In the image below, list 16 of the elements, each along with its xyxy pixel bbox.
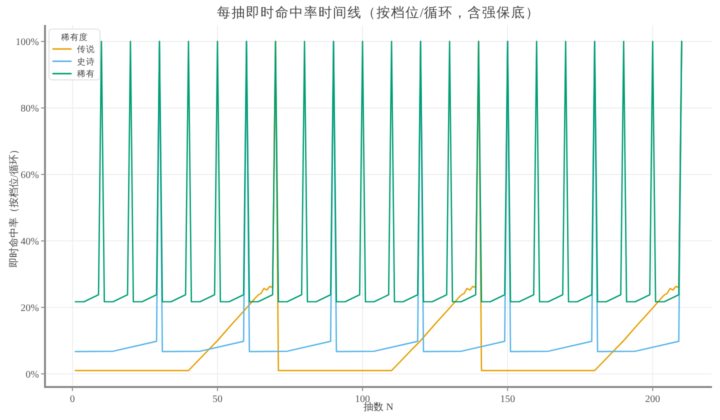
legend-label: 稀有 (77, 68, 95, 79)
y-tick-label: 40% (20, 236, 39, 248)
chart-title: 每抽即时命中率时间线（按档位/循环，含强保底） (216, 5, 540, 20)
y-tick-label: 20% (20, 302, 39, 314)
y-tick-label: 80% (20, 103, 39, 114)
legend-title: 稀有度 (61, 32, 88, 42)
y-tick-label: 60% (20, 170, 39, 181)
x-tick-label: 150 (500, 394, 516, 405)
y-axis-title: 即时命中率（按档位/循环） (8, 144, 20, 268)
x-tick-label: 200 (645, 394, 660, 405)
x-tick-label: 50 (212, 394, 222, 405)
x-tick-label: 0 (70, 394, 75, 405)
legend-label: 传说 (77, 44, 95, 54)
y-tick-label: 0% (26, 369, 39, 380)
y-tick-label: 100% (16, 36, 39, 48)
legend-label: 史诗 (77, 56, 95, 66)
